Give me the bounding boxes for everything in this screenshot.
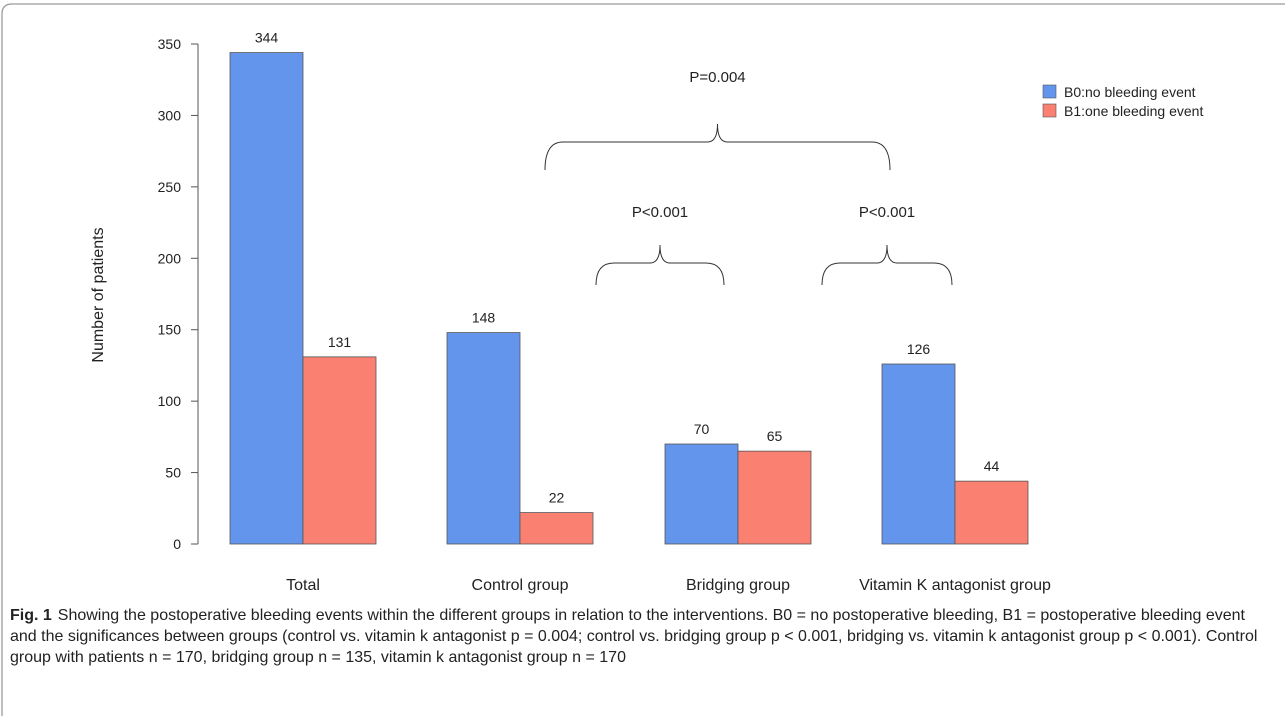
bar [737,450,812,545]
y-tick-label: 150 [158,322,182,338]
bar-chart: 0 50 100 150 200 250 300 350 Number of patients 3… [90,30,1203,594]
y-axis-label: Number of patients [90,227,107,362]
bar [302,356,377,545]
legend-swatch [1042,103,1057,118]
y-tick-label: 250 [158,179,182,195]
significance-brace [544,123,891,171]
bar [954,480,1029,545]
bar [446,332,521,545]
significance-label: P<0.001 [632,204,688,221]
caption-label: Fig. 1 [10,607,52,624]
y-tick-label: 350 [158,36,182,52]
y-tick-label: 100 [158,393,182,409]
bar-value-label: 65 [767,428,783,444]
bar [519,512,594,545]
bar-value-label: 148 [472,310,496,326]
y-tick-label: 50 [165,465,181,481]
x-category-label: Control group [472,577,569,594]
caption-text: Showing the postoperative bleeding event… [10,607,1258,666]
significance-brace [821,244,953,286]
bar-value-label: 344 [255,30,279,46]
significance-label: P<0.001 [859,204,915,221]
y-tick-label: 200 [158,250,182,266]
x-category-label: Vitamin K antagonist group [859,577,1051,594]
y-tick-label: 0 [173,536,181,552]
significance-brace [595,244,725,286]
bar [664,443,739,545]
bar-value-label: 131 [328,334,352,350]
legend-label: B1:one bleeding event [1064,103,1203,119]
x-category-label: Bridging group [686,577,790,594]
legend-swatch [1042,84,1057,99]
bar-value-label: 70 [694,421,710,437]
legend-label: B0:no bleeding event [1064,84,1196,100]
figure-caption: Fig. 1 Showing the postoperative bleeding… [10,605,1265,668]
bar [881,363,956,545]
bar [229,52,304,545]
significance-label: P=0.004 [689,69,745,86]
x-category-label: Total [286,577,320,594]
bar-value-label: 126 [907,341,931,357]
y-tick-label: 300 [158,107,182,123]
bar-value-label: 44 [984,458,1000,474]
bar-value-label: 22 [549,490,565,506]
